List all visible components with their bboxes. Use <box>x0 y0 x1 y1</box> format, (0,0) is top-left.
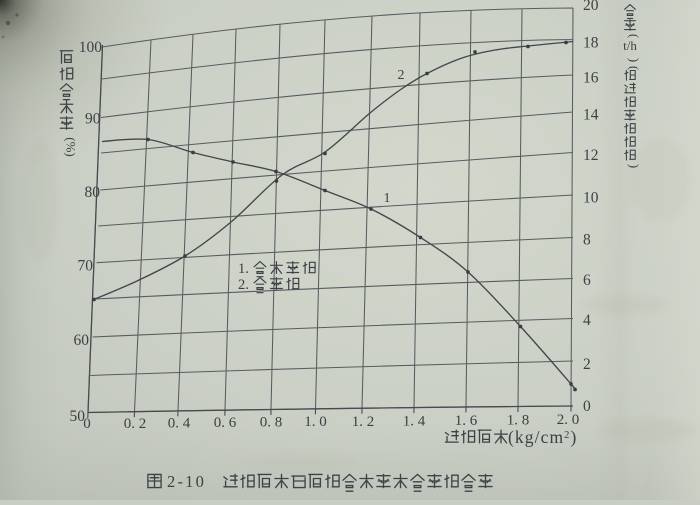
svg-text:4: 4 <box>583 312 591 329</box>
svg-text:60: 60 <box>74 332 90 349</box>
svg-text:(kg/cm2): (kg/cm2) <box>508 427 577 447</box>
svg-text:(%): (%) <box>64 137 79 157</box>
svg-text:1: 1 <box>384 191 391 206</box>
svg-text:16: 16 <box>583 70 599 87</box>
svg-text:0. 6: 0. 6 <box>214 415 237 431</box>
svg-text:1. 8: 1. 8 <box>507 413 530 429</box>
svg-text:): ) <box>627 164 642 168</box>
svg-text:t/h: t/h <box>623 38 637 53</box>
svg-text:1. 2: 1. 2 <box>352 414 375 430</box>
svg-text:1.: 1. <box>238 261 249 277</box>
svg-text:0: 0 <box>583 398 591 415</box>
svg-text:50: 50 <box>70 408 86 425</box>
svg-text:14: 14 <box>583 107 599 124</box>
svg-text:8: 8 <box>583 232 591 249</box>
svg-text:80: 80 <box>85 184 101 201</box>
svg-text:1. 0: 1. 0 <box>304 414 327 430</box>
svg-text:90: 90 <box>85 111 101 128</box>
svg-text:2: 2 <box>398 68 405 83</box>
svg-text:70: 70 <box>78 257 94 274</box>
svg-text:10: 10 <box>583 190 599 207</box>
svg-text:1. 6: 1. 6 <box>455 413 478 429</box>
svg-text:2-10: 2-10 <box>167 472 206 491</box>
svg-text:0. 8: 0. 8 <box>260 415 283 431</box>
svg-text:(: ( <box>627 66 642 70</box>
svg-text:100: 100 <box>79 39 103 56</box>
svg-text:12: 12 <box>583 147 599 164</box>
svg-text:6: 6 <box>583 272 591 289</box>
svg-text:(: ( <box>627 34 642 38</box>
svg-text:20: 20 <box>583 0 599 14</box>
svg-text:): ) <box>627 58 642 62</box>
svg-text:0. 2: 0. 2 <box>124 416 147 432</box>
svg-text:18: 18 <box>583 35 599 52</box>
svg-text:2: 2 <box>583 356 591 373</box>
svg-text:2. 0: 2. 0 <box>557 412 580 428</box>
svg-text:0. 4: 0. 4 <box>168 415 191 431</box>
svg-text:0: 0 <box>83 416 91 432</box>
svg-text:2.: 2. <box>238 277 249 293</box>
svg-text:1. 4: 1. 4 <box>403 413 426 429</box>
